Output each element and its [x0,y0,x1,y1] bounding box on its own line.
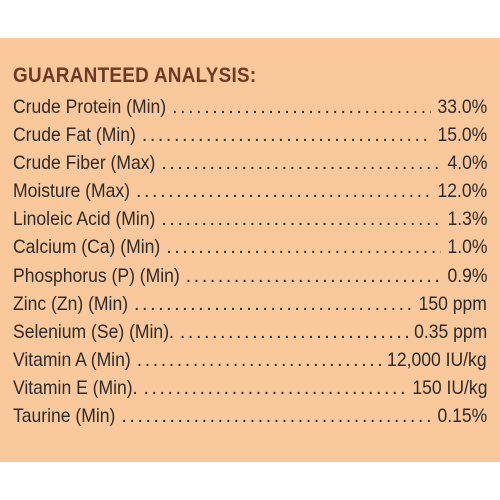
leader-dots: ........................................ [143,376,406,399]
leader-dots: ........................................… [161,152,441,175]
nutrient-label: Vitamin A (Min) [13,348,131,371]
nutrient-row: Selenium (Se) (Min). ...................… [13,318,487,346]
nutrient-value: 0.15% [437,405,487,428]
nutrient-value: 1.0% [446,236,487,259]
nutrient-row: Moisture (Max) .........................… [13,177,487,205]
nutrient-row: Vitamin A (Min) ........................… [13,346,487,374]
nutrient-list: Crude Protein (Min) ....................… [13,93,487,430]
nutrient-row: Calcium (Ca) (Min) .....................… [13,233,487,261]
leader-dots: ........................................… [136,180,431,203]
nutrient-value: 150 ppm [418,292,487,315]
nutrient-label: Vitamin E (Min). [13,376,138,399]
nutrient-row: Phosphorus (P) (Min) ...................… [13,262,487,290]
nutrient-label: Zinc (Zn) (Min) [13,292,129,315]
nutrient-value: 12.0% [437,180,487,203]
nutrient-label: Phosphorus (P) (Min) [13,264,180,287]
nutrient-row: Crude Fiber (Max) ......................… [13,149,487,177]
leader-dots: ..................................... [136,348,382,371]
nutrient-value: 150 IU/kg [411,376,487,399]
nutrient-value: 1.3% [446,208,487,231]
nutrient-value: 12,000 IU/kg [387,348,487,371]
nutrient-value: 33.0% [437,96,487,118]
nutrient-label: Moisture (Max) [13,180,131,203]
nutrient-value: 0.35 ppm [413,320,487,343]
leader-dots: ........................................… [121,405,431,428]
nutrient-row: Linoleic Acid (Min) ....................… [13,205,487,233]
nutrient-row: Vitamin E (Min). .......................… [13,374,487,402]
nutrient-label: Selenium (Se) (Min). [13,320,174,343]
nutrient-label: Linoleic Acid (Min) [13,208,156,231]
nutrient-value: 15.0% [437,124,487,147]
nutrient-label: Crude Fat (Min) [13,124,136,147]
nutrient-row: Crude Protein (Min) ....................… [13,93,487,121]
guaranteed-analysis-panel: GUARANTEED ANALYSIS: Crude Protein (Min)… [0,38,500,462]
nutrient-row: Zinc (Zn) (Min) ........................… [13,290,487,318]
leader-dots: ....................................... [185,264,441,287]
leader-dots: ........................................… [134,292,413,315]
leader-dots: ........................................… [166,236,441,259]
nutrient-row: Crude Fat (Min) ........................… [13,121,487,149]
leader-dots: ................................... [179,320,408,343]
leader-dots: ........................................… [161,208,441,231]
nutrient-label: Taurine (Min) [13,405,116,428]
nutrient-label: Crude Fiber (Max) [13,152,156,175]
nutrient-row: Taurine (Min) ..........................… [13,402,487,430]
panel-heading: GUARANTEED ANALYSIS: [13,64,257,87]
nutrient-label: Calcium (Ca) (Min) [13,236,161,259]
nutrient-value: 4.0% [446,152,487,175]
leader-dots: ........................................… [141,124,431,147]
leader-dots: ........................................ [172,96,431,118]
nutrient-value: 0.9% [446,264,487,287]
nutrient-label: Crude Protein (Min) [13,96,167,118]
